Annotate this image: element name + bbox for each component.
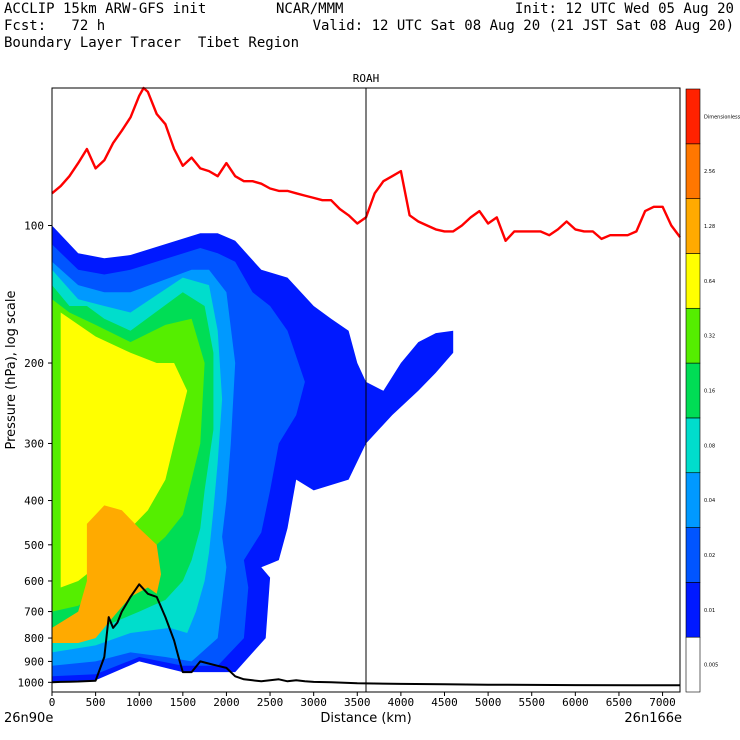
x-tick-label-2000: 2000 bbox=[213, 696, 240, 709]
title-line3-left: Boundary Layer Tracer Tibet Region bbox=[4, 35, 300, 51]
x-tick-label-1500: 1500 bbox=[170, 696, 197, 709]
x-end-label: 26n166e bbox=[624, 711, 682, 726]
title-line1-center: NCAR/MMM bbox=[276, 1, 344, 17]
colorbar-label-7: 0.64 bbox=[704, 279, 715, 285]
x-tick-label-3500: 3500 bbox=[344, 696, 371, 709]
colorbar: 0.005 0.01 0.02 0.04 0.08 0.16 0.32 0.64 1.28 2.5… bbox=[685, 88, 740, 693]
colorbar-label-4: 0.08 bbox=[704, 443, 715, 449]
station-marker-label: ROAH bbox=[353, 72, 380, 85]
colorbar-label-3: 0.04 bbox=[704, 498, 715, 504]
title-line1-right: Init: 12 UTC Wed 05 Aug 20 bbox=[514, 1, 734, 17]
y-tick-label-400: 400 bbox=[24, 495, 44, 508]
x-axis-title: Distance (km) bbox=[320, 711, 411, 726]
x-start-label: 26n90e bbox=[4, 711, 53, 726]
x-tick-label-0: 0 bbox=[49, 696, 56, 709]
colorbar-label-2: 0.02 bbox=[704, 553, 715, 559]
x-tick-label-500: 500 bbox=[86, 696, 106, 709]
colorbar-label-10: Dimensionless bbox=[704, 114, 740, 120]
x-tick-label-4500: 4500 bbox=[431, 696, 458, 709]
y-tick-label-800: 800 bbox=[24, 632, 44, 645]
tracer-band-1.28 bbox=[52, 505, 161, 643]
colorbar-label-6: 0.32 bbox=[704, 334, 715, 340]
title-line2-left: Fcst: 72 h bbox=[4, 18, 106, 34]
y-tick-label-200: 200 bbox=[24, 357, 44, 370]
tracer-field-layer bbox=[52, 225, 454, 683]
x-tick-label-5500: 5500 bbox=[518, 696, 545, 709]
colorbar-swatch-5 bbox=[685, 362, 701, 419]
colorbar-label-0: 0.005 bbox=[704, 663, 718, 669]
colorbar-swatch-7 bbox=[685, 253, 701, 309]
lines-layer bbox=[51, 86, 681, 692]
x-tick-label-6500: 6500 bbox=[606, 696, 633, 709]
tropopause-line bbox=[51, 86, 681, 243]
terrain-line bbox=[51, 583, 680, 687]
colorbar-swatch-8 bbox=[685, 198, 701, 254]
plot-frame bbox=[51, 87, 681, 693]
colorbar-swatch-10 bbox=[685, 88, 701, 145]
y-tick-label-100: 100 bbox=[24, 220, 44, 233]
y-tick-label-500: 500 bbox=[24, 539, 44, 552]
x-tick-label-4000: 4000 bbox=[388, 696, 415, 709]
colorbar-swatch-3 bbox=[685, 472, 701, 528]
colorbar-swatch-6 bbox=[685, 307, 701, 364]
colorbar-swatch-2 bbox=[685, 527, 701, 583]
colorbar-swatch-9 bbox=[685, 143, 701, 199]
x-tick-label-7000: 7000 bbox=[649, 696, 676, 709]
x-tick-label-5000: 5000 bbox=[475, 696, 502, 709]
title-line1-left: ACCLIP 15km ARW-GFS init bbox=[4, 1, 207, 17]
colorbar-label-5: 0.16 bbox=[704, 389, 715, 395]
title-line2-right: Valid: 12 UTC Sat 08 Aug 20 (21 JST Sat … bbox=[312, 18, 734, 34]
colorbar-swatch-4 bbox=[685, 417, 701, 474]
y-axis-title: Pressure (hPa), log scale bbox=[4, 291, 19, 450]
y-tick-label-600: 600 bbox=[24, 575, 44, 588]
colorbar-swatch-1 bbox=[685, 582, 701, 638]
colorbar-label-1: 0.01 bbox=[704, 608, 715, 614]
x-tick-label-6000: 6000 bbox=[562, 696, 589, 709]
axis-ticks-layer: 0 500 1000 1500 2000 2500 3000 3500 4000 4500 5000… bbox=[18, 220, 676, 709]
y-tick-label-700: 700 bbox=[24, 606, 44, 619]
colorbar-label-8: 1.28 bbox=[704, 224, 715, 230]
y-tick-label-900: 900 bbox=[24, 655, 44, 668]
colorbar-label-9: 2.56 bbox=[704, 169, 715, 175]
y-tick-label-1000: 1000 bbox=[18, 676, 45, 689]
x-tick-label-1000: 1000 bbox=[126, 696, 153, 709]
x-tick-label-2500: 2500 bbox=[257, 696, 284, 709]
x-tick-label-3000: 3000 bbox=[300, 696, 327, 709]
colorbar-swatch-0 bbox=[685, 636, 701, 693]
y-tick-label-300: 300 bbox=[24, 437, 44, 450]
